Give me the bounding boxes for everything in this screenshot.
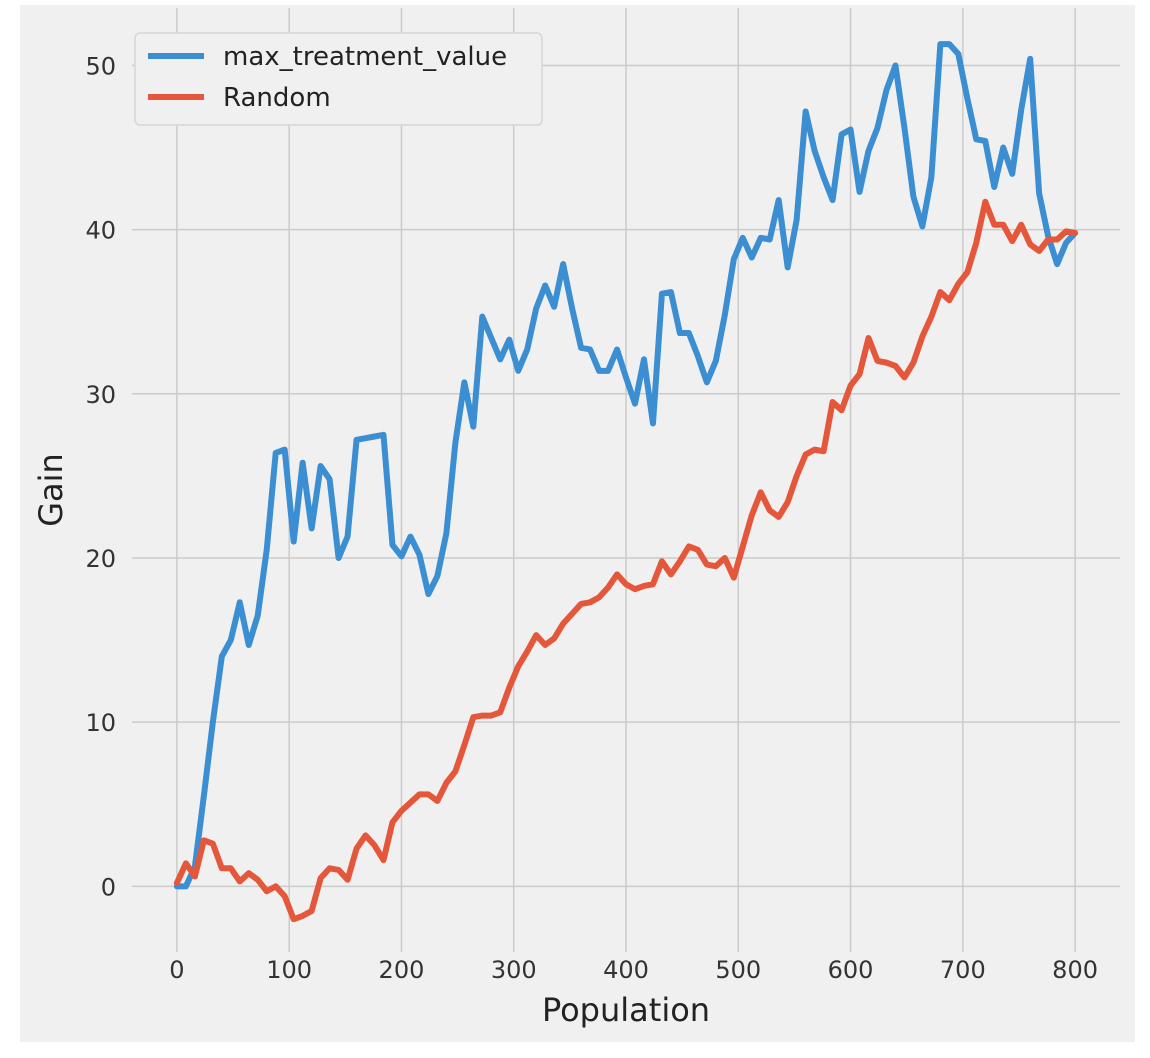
x-tick-labels: 0 100 200 300 400 500 600 700 800 [169,956,1098,984]
legend-label-random: Random [223,83,331,113]
x-axis-label: Population [542,991,710,1029]
x-tick-label: 500 [715,956,761,984]
y-tick-label: 30 [85,381,116,409]
series-lines [173,41,1079,923]
y-tick-labels: 0 10 20 30 40 50 [85,52,116,901]
y-tick-label: 20 [85,545,116,573]
legend-box [134,32,543,126]
plot-area: 0 100 200 300 400 500 600 700 800 0 10 20 30 40 50 [85,8,1120,984]
series-line-max-treatment-value [173,41,1079,890]
x-tick-label: 700 [940,956,986,984]
y-tick-label: 50 [85,52,116,80]
x-tick-label: 300 [491,956,537,984]
x-tick-label: 0 [169,956,184,984]
y-axis-label: Gain [32,453,70,527]
legend: max_treatment_value Random [134,32,543,126]
x-tick-label: 100 [266,956,312,984]
x-tick-label: 800 [1052,956,1098,984]
grid-lines [132,8,1120,952]
y-tick-label: 0 [101,873,116,901]
series-line-random [173,198,1079,923]
x-tick-label: 400 [603,956,649,984]
figure-background [20,5,1135,1042]
legend-label-max-treatment-value: max_treatment_value [223,42,507,72]
y-tick-label: 10 [85,709,116,737]
x-tick-label: 600 [828,956,874,984]
y-tick-label: 40 [85,217,116,245]
x-tick-label: 200 [379,956,425,984]
